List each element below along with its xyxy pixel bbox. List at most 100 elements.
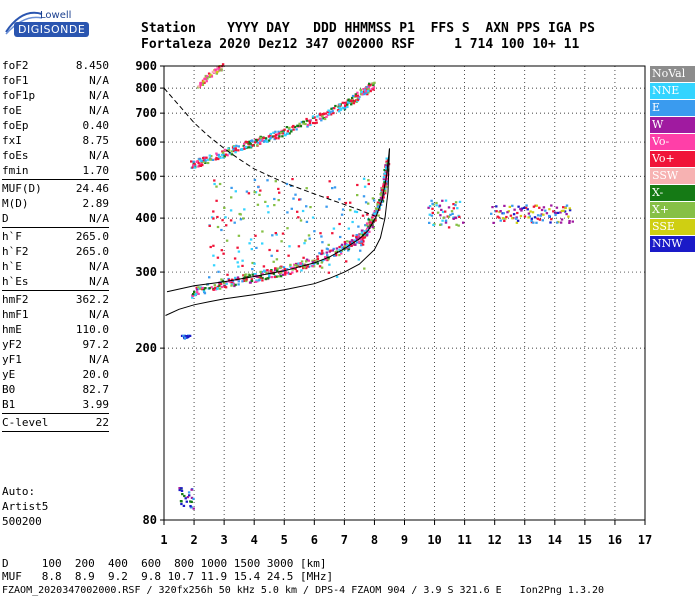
echo-point — [512, 213, 516, 216]
echo-point — [272, 272, 276, 275]
echo-point — [237, 250, 241, 253]
echo-point — [323, 117, 327, 121]
echo-point — [563, 210, 567, 213]
echo-point — [357, 258, 360, 261]
param-row: yF2 97.2 — [2, 337, 109, 352]
echo-point — [507, 210, 510, 213]
x-tick-label: 6 — [311, 533, 318, 547]
echo-point — [325, 115, 328, 118]
echo-point — [349, 209, 352, 212]
param-name: B0 — [2, 383, 16, 396]
echo-point — [208, 287, 211, 290]
echo-point — [236, 276, 240, 279]
echo-point — [371, 216, 374, 219]
echo-point — [385, 167, 388, 170]
echo-point — [299, 198, 302, 201]
echo-point — [222, 252, 225, 255]
echo-point — [350, 103, 353, 106]
echo-point — [279, 275, 283, 278]
echo-point — [227, 147, 230, 150]
echo-point — [296, 124, 300, 127]
echo-point — [516, 219, 520, 222]
echo-point — [316, 115, 319, 118]
x-tick-label: 3 — [221, 533, 228, 547]
echo-point — [195, 288, 199, 291]
echo-point — [260, 270, 264, 274]
echo-point — [345, 260, 348, 263]
echo-point — [331, 110, 334, 113]
echo-point — [202, 80, 205, 83]
echo-point — [217, 65, 221, 69]
param-row: h`Es N/A — [2, 274, 109, 289]
echo-point — [206, 77, 209, 80]
echo-point — [202, 156, 205, 160]
echo-point — [212, 288, 215, 291]
param-name: hmF2 — [2, 293, 29, 306]
echo-point — [312, 262, 315, 266]
echo-point — [229, 209, 233, 212]
echo-point — [308, 120, 312, 123]
echo-point — [223, 148, 227, 151]
echo-point — [343, 246, 346, 249]
echo-point — [385, 164, 388, 167]
echo-point — [544, 209, 547, 212]
echo-point — [385, 185, 388, 189]
echo-point — [311, 264, 314, 268]
echo-point — [256, 141, 259, 144]
echo-point — [369, 90, 372, 93]
param-separator — [2, 431, 109, 432]
echo-point — [244, 140, 248, 143]
echo-point — [378, 199, 381, 202]
echo-point — [254, 234, 257, 237]
echo-point — [203, 159, 206, 162]
param-value: 24.46 — [75, 182, 109, 195]
echo-point — [287, 254, 290, 257]
echo-point — [216, 71, 219, 74]
echo-point — [247, 275, 250, 279]
echo-point — [309, 206, 312, 209]
echo-point — [380, 194, 383, 197]
echo-point — [550, 204, 553, 207]
echo-point — [335, 250, 339, 253]
echo-point — [367, 221, 371, 224]
echo-point — [327, 109, 330, 112]
echo-point — [230, 283, 234, 286]
echo-point — [384, 182, 388, 185]
param-row: C-level 22 — [2, 415, 109, 430]
x-tick-labels: 1 2 3 4 5 6 7 8 9 10 11 12 13 14 15 16 17 — [160, 533, 652, 547]
echo-point — [234, 190, 237, 193]
param-value: 20.0 — [82, 368, 110, 381]
echo-point — [441, 210, 445, 214]
echo-point — [276, 267, 279, 270]
echo-point — [380, 195, 384, 198]
echo-point — [343, 240, 347, 244]
param-name: foF1p — [2, 89, 36, 102]
echo-point — [341, 101, 344, 104]
echo-point — [243, 147, 246, 150]
echo-point — [438, 204, 442, 207]
echo-point — [513, 208, 516, 211]
echo-point — [568, 207, 571, 210]
muf-dashed-curve — [163, 87, 384, 220]
echo-point — [228, 152, 231, 155]
param-row: MUF(D) 24.46 — [2, 181, 109, 196]
echo-point — [367, 86, 370, 89]
echo-point — [267, 139, 271, 142]
header-values: Fortaleza 2020 Dez12 347 002000 RSF 1 71… — [141, 37, 580, 52]
echo-point — [333, 254, 336, 257]
echo-point — [385, 180, 388, 183]
echo-point — [372, 227, 375, 230]
echo-point — [283, 128, 286, 131]
echo-point — [277, 199, 280, 202]
echo-point — [301, 209, 305, 213]
echo-point — [244, 145, 248, 149]
param-row: B1 3.99 — [2, 397, 109, 412]
echo-point — [533, 216, 537, 219]
echo-point — [343, 244, 347, 247]
echo-point — [291, 178, 294, 181]
echo-point — [286, 268, 289, 271]
echo-point — [204, 287, 207, 290]
echo-point — [264, 278, 267, 281]
echo-point — [306, 265, 309, 268]
